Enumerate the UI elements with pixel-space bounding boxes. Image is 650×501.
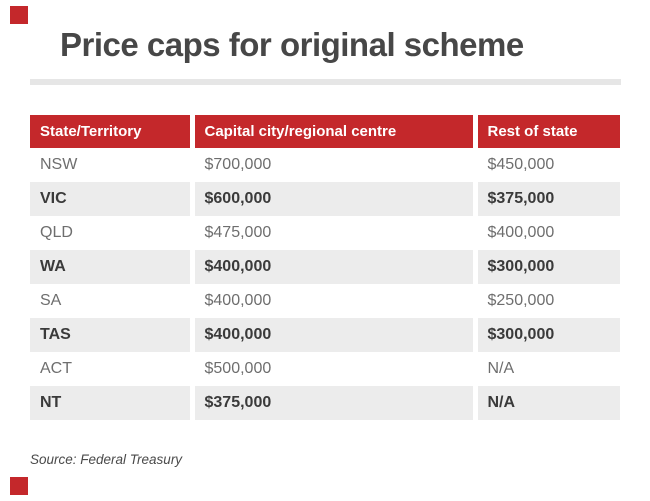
capital-value-cell: $700,000 — [189, 148, 475, 182]
capital-value-cell: $500,000 — [189, 352, 475, 386]
state-cell: QLD — [40, 224, 73, 241]
column-header-state-territory: State/Territory — [30, 115, 192, 148]
rest-value-cell: N/A — [472, 352, 620, 386]
table-row: NT $375,000 N/A — [30, 386, 620, 420]
capital-value-cell: $375,000 — [189, 386, 475, 420]
state-cell: VIC — [30, 182, 192, 216]
capital-value-cell: $400,000 — [189, 318, 475, 352]
source-note: Source: Federal Treasury — [30, 452, 183, 467]
rest-value-cell: $300,000 — [472, 250, 620, 284]
title-divider — [30, 79, 621, 85]
state-cell: WA — [30, 250, 192, 284]
capital-value-cell: $475,000 — [189, 216, 475, 250]
table-row: NSW $700,000 $450,000 — [30, 148, 620, 182]
rest-value-cell: $300,000 — [472, 318, 620, 352]
brand-square-top-icon — [10, 6, 28, 24]
brand-square-bottom-icon — [10, 477, 28, 495]
state-cell: ACT — [40, 360, 72, 377]
table-row: VIC $600,000 $375,000 — [30, 182, 620, 216]
state-cell: SA — [40, 292, 62, 309]
page-title: Price caps for original scheme — [60, 26, 524, 63]
capital-value-cell: $600,000 — [189, 182, 475, 216]
table-body: NSW $700,000 $450,000 VIC $600,000 $375,000 QL… — [30, 148, 620, 420]
state-cell: NT — [30, 386, 192, 420]
state-cell: NSW — [40, 156, 78, 173]
price-caps-table: State/Territory Capital city/regional ce… — [30, 115, 620, 420]
rest-value-cell: $400,000 — [472, 216, 620, 250]
table-row: WA $400,000 $300,000 — [30, 250, 620, 284]
rest-value-cell: $250,000 — [472, 284, 620, 318]
column-header-rest-of-state: Rest of state — [472, 115, 620, 148]
rest-value-cell: $450,000 — [472, 148, 620, 182]
capital-value-cell: $400,000 — [189, 284, 475, 318]
rest-value-cell: $375,000 — [472, 182, 620, 216]
table-row: ACT $500,000 N/A — [30, 352, 620, 386]
table-header-row: State/Territory Capital city/regional ce… — [30, 115, 620, 148]
table-row: SA $400,000 $250,000 — [30, 284, 620, 318]
table-row: TAS $400,000 $300,000 — [30, 318, 620, 352]
capital-value-cell: $400,000 — [189, 250, 475, 284]
rest-value-cell: N/A — [472, 386, 620, 420]
state-cell: TAS — [30, 318, 192, 352]
column-header-capital-city: Capital city/regional centre — [189, 115, 475, 148]
table-row: QLD $475,000 $400,000 — [30, 216, 620, 250]
